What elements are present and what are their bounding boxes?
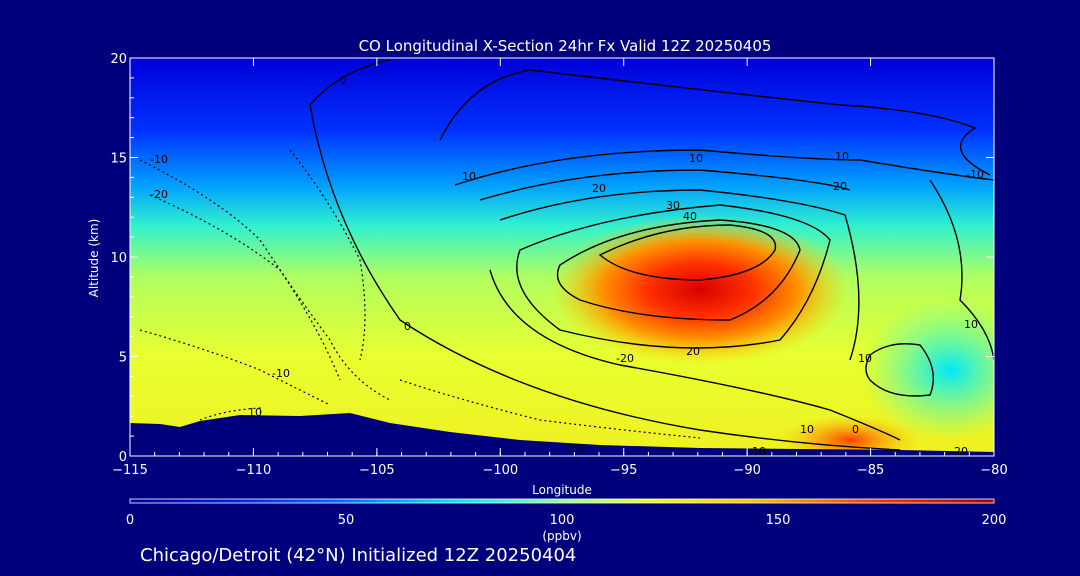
contour-label: -10 xyxy=(272,367,290,380)
chart-title: CO Longitudinal X-Section 24hr Fx Valid … xyxy=(359,37,772,55)
contour-labels: 0 10 20 30 40 -10 -20 10 20 10 -10 0 -20… xyxy=(150,74,984,458)
contour-label: 20 xyxy=(833,180,847,193)
y-axis-label: Altitude (km) xyxy=(87,219,101,298)
contour-label: 10 xyxy=(689,152,703,165)
contour-label: -20 xyxy=(950,445,968,458)
y-axis: 0 5 10 15 20 xyxy=(110,52,994,465)
y-tick-label: 15 xyxy=(110,152,127,167)
negative-contours xyxy=(139,149,701,439)
contour-lines xyxy=(309,59,994,451)
x-tick-label: −80 xyxy=(980,463,1007,478)
x-axis-label: Longitude xyxy=(532,483,592,497)
contour-label: 10 xyxy=(964,318,978,331)
y-tick-label: 20 xyxy=(110,52,127,67)
terrain-mask xyxy=(130,413,994,456)
x-tick-label: −115 xyxy=(112,463,148,478)
x-tick-label: −100 xyxy=(482,463,518,478)
contour-label: 10 xyxy=(835,150,849,163)
y-tick-label: 0 xyxy=(119,450,127,465)
contour-label: 20 xyxy=(592,182,606,195)
colorbar-ticks: 0 50 100 150 200 xyxy=(126,513,1007,528)
contour-label: 0 xyxy=(340,74,347,87)
x-tick-label: −95 xyxy=(610,463,637,478)
contour-label: 10 xyxy=(800,423,814,436)
contour-label: 10 xyxy=(858,352,872,365)
x-tick-label: −90 xyxy=(733,463,760,478)
x-tick-label: −105 xyxy=(359,463,395,478)
contour-label: -10 xyxy=(566,442,584,455)
x-axis: −115 −110 −105 −100 −95 −90 −85 −80 xyxy=(112,58,1008,478)
contour-label: 0 xyxy=(852,423,859,436)
contour-label: -10 xyxy=(966,168,984,181)
contour-label: 20 xyxy=(686,345,700,358)
colorbar-tick-label: 200 xyxy=(982,513,1007,528)
footer-caption: Chicago/Detroit (42°N) Initialized 12Z 2… xyxy=(140,545,576,566)
contour-label: 0 xyxy=(404,320,411,333)
x-tick-label: −85 xyxy=(857,463,884,478)
colorbar-tick-label: 50 xyxy=(338,513,355,528)
y-tick-label: 10 xyxy=(110,251,127,266)
colorbar-tick-label: 100 xyxy=(550,513,575,528)
contour-label: 30 xyxy=(666,199,680,212)
contour-label: -10 xyxy=(150,153,168,166)
contour-label: 10 xyxy=(248,406,262,419)
concentration-field xyxy=(130,58,994,456)
contour-label: -20 xyxy=(616,352,634,365)
contour-label: 10 xyxy=(462,170,476,183)
contour-label: -10 xyxy=(748,445,766,458)
colorbar-unit: (ppbv) xyxy=(542,529,581,543)
colorbar-tick-label: 150 xyxy=(766,513,791,528)
y-tick-label: 5 xyxy=(119,351,127,366)
colorbar-tick-label: 0 xyxy=(126,513,134,528)
contour-label: -20 xyxy=(150,188,168,201)
x-tick-label: −110 xyxy=(236,463,272,478)
colorbar xyxy=(129,498,995,504)
contour-label: 40 xyxy=(683,210,697,223)
